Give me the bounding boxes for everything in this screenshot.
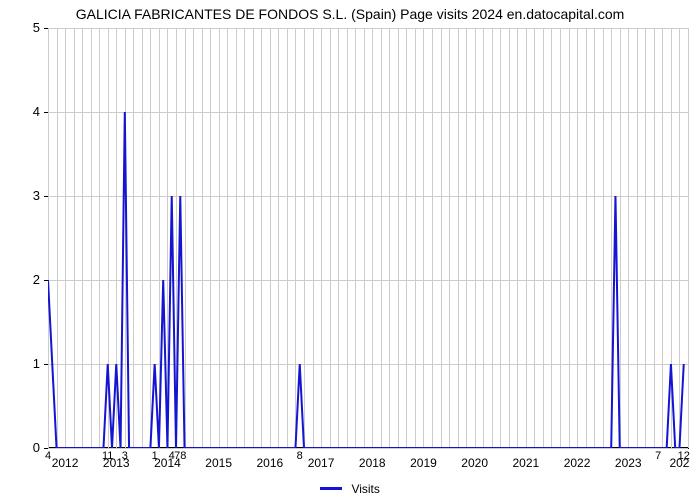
point-label: 11	[102, 450, 113, 462]
legend-label: Visits	[351, 482, 379, 496]
line-series	[48, 28, 688, 448]
y-tick-label: 2	[0, 272, 40, 287]
x-tick-label: 2020	[461, 456, 488, 470]
legend: Visits	[0, 482, 700, 496]
point-label: 1	[152, 450, 158, 462]
point-label: 4	[45, 450, 51, 462]
point-label: 8	[297, 450, 303, 462]
x-tick-label: 2012	[52, 456, 79, 470]
x-tick-label: 2015	[205, 456, 232, 470]
point-label: 7	[655, 450, 661, 462]
chart-title: GALICIA FABRICANTES DE FONDOS S.L. (Spai…	[0, 6, 700, 22]
x-tick-label: 2019	[410, 456, 437, 470]
x-tick-label: 2023	[615, 456, 642, 470]
x-tick-label: 2017	[308, 456, 335, 470]
x-tick-label: 2022	[564, 456, 591, 470]
x-tick-label: 2021	[513, 456, 540, 470]
point-label: 78	[174, 450, 186, 462]
y-tick-label: 5	[0, 20, 40, 35]
point-label: 3	[122, 450, 128, 462]
y-tick-label: 0	[0, 440, 40, 455]
y-tick-label: 1	[0, 356, 40, 371]
legend-swatch	[320, 487, 342, 490]
y-tick-label: 3	[0, 188, 40, 203]
chart-container: GALICIA FABRICANTES DE FONDOS S.L. (Spai…	[0, 0, 700, 500]
x-tick-label: 2018	[359, 456, 386, 470]
x-tick-label: 2016	[257, 456, 284, 470]
y-tick-label: 4	[0, 104, 40, 119]
point-label: 12	[678, 450, 690, 462]
